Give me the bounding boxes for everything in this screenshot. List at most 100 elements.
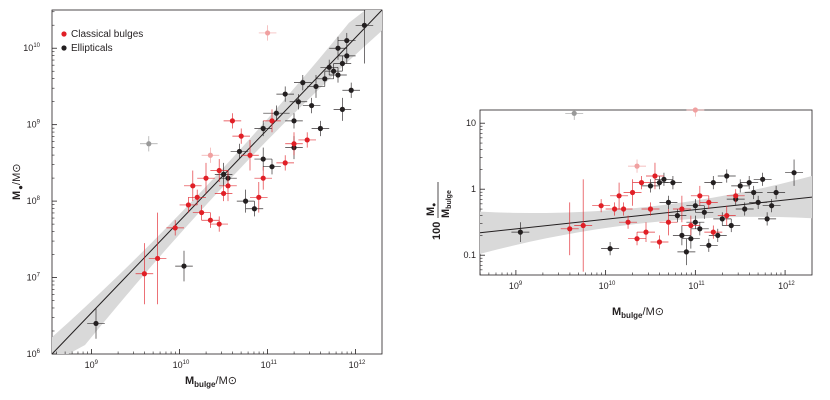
l-point-classical-bulges-19 (285, 132, 303, 156)
r-point-ellipticals-21 (744, 185, 763, 200)
l-point-classical-bulges-14 (241, 139, 259, 171)
r-point-ellipticals-19 (735, 202, 754, 216)
l-point-ellipticals-28 (214, 162, 233, 186)
l-ytick-label-4: 1010 (23, 43, 40, 53)
r-point-ellipticals-12 (704, 176, 723, 190)
r-point-ellipticals-1 (601, 242, 620, 256)
l-point-ellipticals-20 (329, 67, 347, 83)
r-ytick-label-0: 0.1 (463, 250, 476, 260)
r-point-ellipticals-8 (686, 215, 705, 229)
right-y-label-numerator: M● (425, 203, 438, 216)
r-point-classical-bulges-1 (574, 179, 593, 272)
r-point-classical-bulges-12 (650, 235, 669, 249)
l-point-classical-bulges-10 (214, 185, 233, 202)
l-point-classical-bulges-21 (210, 159, 228, 182)
l-point-classical-bulges-6 (192, 204, 211, 221)
r-xtick-label-0: 109 (509, 281, 523, 291)
l-point-outliers-pink--1 (201, 147, 220, 163)
r-point-classical-bulges-8 (628, 232, 646, 246)
r-point-ellipticals-14 (713, 212, 732, 226)
l-point-ellipticals-5 (245, 201, 264, 217)
r-point-classical-bulges-9 (637, 222, 655, 242)
l-point-classical-bulges-1 (148, 212, 167, 305)
l-point-classical-bulges-16 (254, 166, 272, 190)
l-point-ellipticals-24 (338, 48, 356, 64)
l-point-classical-bulges-18 (276, 155, 294, 171)
l-point-ellipticals-9 (276, 86, 294, 102)
l-ytick-label-3: 109 (27, 120, 41, 130)
r-point-classical-bulges-20 (699, 195, 718, 209)
r-point-ellipticals-23 (753, 172, 772, 186)
left-data-points (87, 10, 374, 339)
l-xtick-label-3: 1012 (349, 360, 366, 370)
r-ytick-label-2: 10 (466, 118, 476, 128)
r-xtick-label-1: 1010 (599, 281, 616, 291)
legend-label-ellipticals: Ellipticals (71, 43, 113, 54)
l-point-classical-bulges-9 (210, 216, 228, 232)
l-point-ellipticals-26 (355, 10, 374, 64)
l-point-classical-bulges-12 (223, 113, 242, 129)
l-point-outliers-gray--0 (140, 136, 158, 152)
r-point-ellipticals-11 (699, 238, 718, 252)
r-point-classical-bulges-21 (632, 176, 651, 190)
legend-swatch-classical-bulges (61, 31, 67, 37)
r-point-ellipticals-31 (641, 179, 660, 193)
l-xtick-label-2: 1011 (261, 360, 278, 370)
r-point-classical-bulges-2 (592, 199, 611, 213)
l-point-classical-bulges-13 (232, 128, 250, 144)
right-y-label-denominator: Mbulge (440, 190, 453, 218)
l-point-ellipticals-21 (333, 55, 352, 72)
l-xtick-label-0: 109 (85, 360, 99, 370)
l-point-classical-bulges-5 (188, 189, 206, 205)
left-legend: Classical bulges Ellipticals (61, 29, 143, 54)
right-ticks: 109 1010 1011 1012 0.1 1 10 (463, 118, 795, 291)
right-y-axis-label: 100 M● Mbulge (425, 182, 453, 240)
r-xtick-label-3: 1012 (778, 281, 795, 291)
r-point-ellipticals-27 (785, 159, 804, 186)
l-point-ellipticals-16 (311, 120, 330, 137)
r-point-classical-bulges-5 (614, 202, 633, 216)
r-point-ellipticals-18 (731, 179, 750, 193)
r-point-ellipticals-22 (749, 195, 768, 209)
l-point-ellipticals-19 (324, 63, 343, 79)
r-point-classical-bulges-11 (646, 162, 664, 190)
l-point-ellipticals-27 (338, 32, 356, 49)
r-point-ellipticals-4 (663, 176, 682, 190)
l-point-classical-bulges-11 (219, 170, 237, 202)
r-point-classical-bulges-17 (704, 225, 723, 239)
r-point-classical-bulges-18 (717, 205, 736, 226)
r-point-ellipticals-0 (511, 222, 530, 242)
l-point-classical-bulges-3 (179, 197, 198, 213)
r-point-classical-bulges-10 (641, 202, 660, 216)
l-point-classical-bulges-15 (250, 182, 268, 213)
l-ytick-label-1: 107 (27, 273, 41, 283)
l-point-outliers-pink--0 (258, 25, 277, 41)
l-point-ellipticals-12 (289, 94, 308, 110)
r-point-classical-bulges-19 (726, 189, 745, 203)
r-point-ellipticals-25 (762, 199, 781, 213)
l-point-classical-bulges-2 (166, 220, 184, 236)
l-point-ellipticals-29 (254, 120, 272, 137)
r-point-ellipticals-16 (722, 218, 741, 233)
r-point-ellipticals-29 (668, 209, 687, 223)
l-point-classical-bulges-20 (298, 132, 316, 148)
r-point-classical-bulges-14 (672, 195, 691, 223)
r-point-outliers-pink--0 (686, 107, 705, 117)
r-point-ellipticals-24 (758, 212, 777, 226)
l-point-ellipticals-23 (333, 97, 352, 121)
l-point-ellipticals-0 (87, 308, 105, 339)
left-x-axis-label: Mbulge/M⊙ (185, 375, 237, 389)
r-point-ellipticals-28 (659, 195, 678, 209)
r-point-ellipticals-13 (708, 228, 727, 242)
l-point-ellipticals-14 (302, 97, 321, 114)
l-point-ellipticals-3 (230, 143, 249, 160)
l-point-ellipticals-1 (175, 250, 193, 282)
left-y-axis-label: M●/M⊙ (11, 164, 25, 200)
l-point-ellipticals-10 (285, 113, 303, 129)
l-point-ellipticals-17 (316, 71, 334, 87)
r-point-ellipticals-30 (686, 199, 705, 213)
r-xtick-label-2: 1011 (688, 281, 705, 291)
r-point-ellipticals-15 (717, 169, 736, 183)
l-point-classical-bulges-17 (263, 109, 281, 133)
